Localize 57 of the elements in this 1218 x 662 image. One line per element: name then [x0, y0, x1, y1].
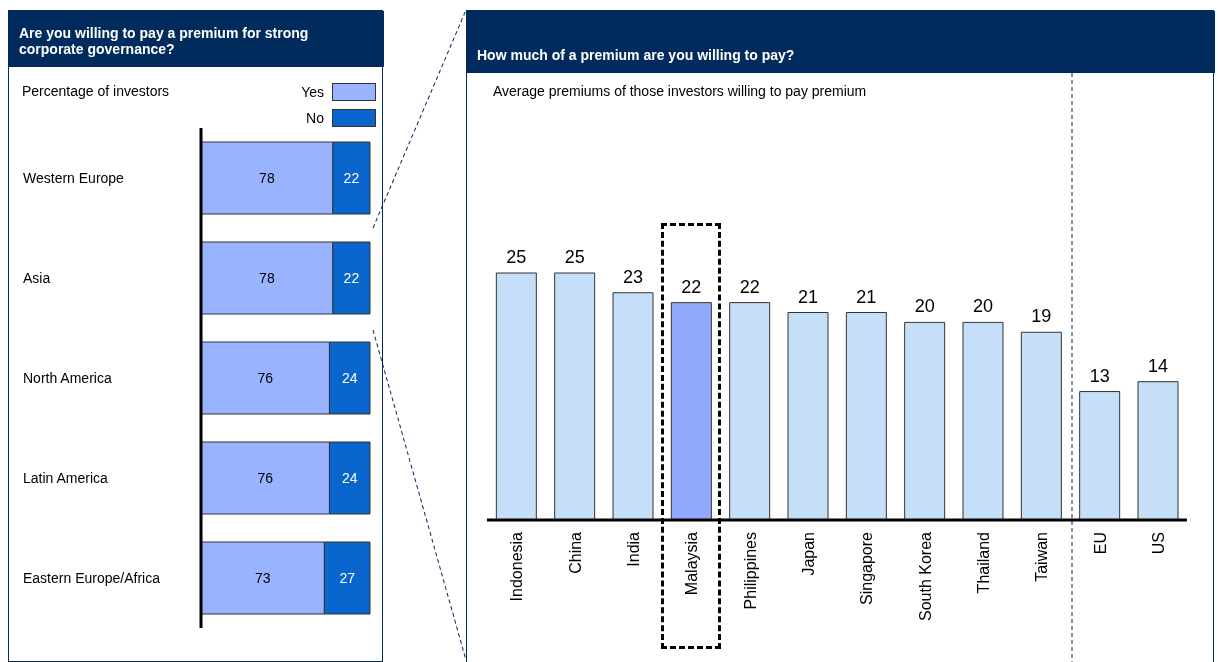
data-label: 22 — [739, 276, 760, 297]
chart-subtitle: Average premiums of those investors willing to pay premium — [493, 83, 867, 99]
data-label: 22 — [343, 169, 360, 186]
x-tick-label: India — [624, 531, 642, 567]
y-tick-label: Asia — [23, 270, 51, 286]
x-tick-label: Thailand — [974, 532, 992, 594]
bar — [612, 292, 654, 521]
bar — [670, 302, 712, 521]
x-tick-label: Malaysia — [683, 531, 701, 596]
chart-title: Are you willing to pay a premium for strong corporate governance? — [19, 25, 310, 57]
bar — [787, 312, 829, 521]
data-label: 19 — [1031, 306, 1052, 327]
bar — [962, 321, 1004, 521]
data-label: 73 — [254, 569, 271, 586]
x-tick-label: South Korea — [916, 531, 934, 621]
data-label: 76 — [257, 469, 274, 486]
chart-subtitle: Percentage of investors — [22, 83, 170, 99]
bar — [554, 272, 596, 521]
legend-label: No — [306, 110, 324, 126]
x-tick-label: US — [1149, 532, 1167, 555]
data-label: 14 — [1147, 355, 1169, 376]
y-tick-label: North America — [23, 370, 112, 386]
x-tick-label: Indonesia — [508, 531, 526, 602]
x-tick-label: Japan — [799, 532, 817, 576]
y-tick-label: Western Europe — [23, 170, 125, 186]
bar — [1079, 391, 1121, 521]
y-tick-label: Latin America — [23, 470, 109, 486]
data-label: 78 — [259, 269, 275, 286]
data-label: 20 — [914, 296, 935, 317]
bar — [845, 312, 887, 521]
data-label: 25 — [506, 247, 527, 267]
data-label: 24 — [341, 469, 358, 486]
data-label: 25 — [564, 247, 585, 267]
data-label: 27 — [339, 569, 356, 586]
x-tick-label: Singapore — [858, 531, 876, 605]
bar — [1020, 331, 1062, 521]
y-tick-label: Eastern Europe/Africa — [23, 570, 161, 586]
data-label: 20 — [972, 296, 994, 317]
data-label: 21 — [797, 286, 819, 307]
x-tick-label: Taiwan — [1033, 532, 1051, 582]
bar — [729, 302, 771, 521]
x-tick-label: China — [566, 531, 584, 574]
data-label: 22 — [343, 269, 360, 286]
bar — [1137, 381, 1179, 521]
data-label: 76 — [257, 369, 274, 386]
bar — [495, 272, 537, 521]
legend-label: Yes — [301, 84, 324, 100]
x-tick-label: EU — [1091, 532, 1109, 555]
bar — [904, 321, 946, 521]
chart-title: How much of a premium are you willing to pay? — [477, 47, 795, 63]
data-label: 23 — [622, 266, 644, 287]
data-label: 78 — [259, 169, 275, 186]
data-label: 21 — [856, 286, 877, 307]
data-label: 24 — [341, 369, 358, 386]
data-label: 22 — [681, 276, 702, 297]
x-tick-label: Philippines — [741, 532, 759, 610]
data-label: 13 — [1089, 365, 1110, 386]
